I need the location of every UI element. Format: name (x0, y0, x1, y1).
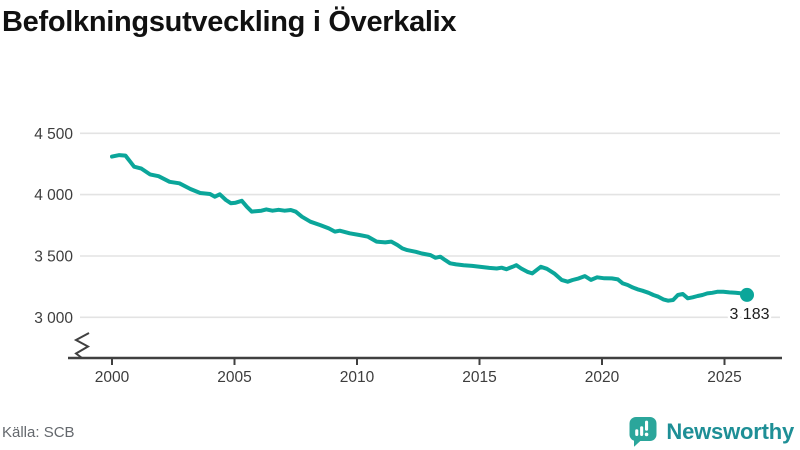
y-tick-label: 3 000 (34, 310, 73, 327)
newsworthy-branding[interactable]: Newsworthy (628, 415, 794, 448)
x-tick-label: 2020 (585, 369, 620, 386)
source-note: Källa: SCB (2, 424, 75, 441)
x-tick-label: 2000 (95, 369, 130, 386)
newsworthy-wordmark: Newsworthy (666, 418, 794, 444)
y-tick-label: 4 500 (34, 126, 73, 143)
x-axis-ticks (111, 358, 726, 365)
newsworthy-logo-icon (629, 417, 657, 447)
x-tick-label: 2010 (340, 369, 375, 386)
latest-value-label: 3 183 (729, 306, 769, 323)
x-tick-label: 2005 (217, 369, 251, 386)
y-tick-label: 3 500 (34, 249, 73, 266)
y-tick-label: 4 000 (34, 187, 73, 204)
latest-value-dot (740, 287, 754, 302)
population-series-line (110, 153, 749, 303)
x-axis-tick-labels: 2000 2005 2010 2015 2020 2025 (95, 369, 742, 386)
x-tick-label: 2015 (462, 369, 496, 386)
page-title: Befolkningsutveckling i Överkalix (2, 6, 457, 38)
y-axis-break-squiggle-icon (73, 332, 91, 359)
x-tick-label: 2025 (707, 369, 741, 386)
y-axis-tick-labels: 4 500 4 000 3 500 3 000 (34, 126, 73, 327)
gridlines (80, 132, 780, 319)
